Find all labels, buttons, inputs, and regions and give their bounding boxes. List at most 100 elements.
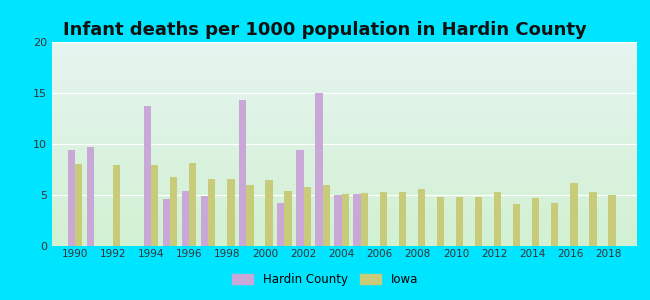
Bar — [52, 156, 637, 158]
Bar — [52, 79, 637, 81]
Bar — [52, 189, 637, 191]
Bar — [163, 199, 170, 246]
Bar — [227, 179, 235, 246]
Bar — [52, 169, 637, 170]
Bar — [296, 150, 304, 246]
Bar — [182, 191, 189, 246]
Bar — [52, 244, 637, 246]
Bar — [52, 197, 637, 199]
Bar — [52, 167, 637, 169]
Bar — [52, 107, 637, 109]
Bar — [437, 197, 444, 246]
Bar — [52, 48, 637, 50]
Bar — [52, 122, 637, 124]
Bar — [532, 198, 540, 246]
Bar — [189, 164, 196, 246]
Bar — [513, 204, 521, 246]
Bar — [52, 42, 637, 44]
Bar — [52, 183, 637, 185]
Bar — [52, 205, 637, 207]
Bar — [285, 191, 292, 246]
Bar — [52, 109, 637, 111]
Bar — [52, 148, 637, 150]
Bar — [52, 144, 637, 146]
Bar — [52, 207, 637, 209]
Legend: Hardin County, Iowa: Hardin County, Iowa — [227, 269, 422, 291]
Bar — [52, 68, 637, 70]
Bar — [52, 158, 637, 160]
Bar — [52, 162, 637, 164]
Bar — [52, 160, 637, 162]
Bar — [52, 75, 637, 77]
Bar — [52, 199, 637, 201]
Bar — [52, 52, 637, 54]
Bar — [52, 126, 637, 128]
Bar — [52, 50, 637, 52]
Bar — [144, 106, 151, 246]
Bar — [52, 136, 637, 138]
Bar — [52, 73, 637, 75]
Bar — [52, 101, 637, 103]
Bar — [52, 134, 637, 136]
Bar — [52, 179, 637, 181]
Bar — [52, 111, 637, 113]
Bar — [52, 85, 637, 87]
Bar — [239, 100, 246, 246]
Bar — [201, 196, 208, 246]
Bar — [52, 116, 637, 118]
Bar — [52, 181, 637, 183]
Bar — [52, 81, 637, 83]
Bar — [265, 180, 272, 246]
Bar — [52, 150, 637, 152]
Bar — [52, 230, 637, 232]
Bar — [52, 224, 637, 226]
Bar — [52, 124, 637, 126]
Bar — [52, 211, 637, 213]
Bar — [52, 130, 637, 132]
Bar — [52, 221, 637, 224]
Bar — [456, 197, 463, 246]
Bar — [380, 192, 387, 246]
Bar — [354, 194, 361, 246]
Bar — [52, 203, 637, 205]
Bar — [52, 220, 637, 221]
Bar — [52, 195, 637, 197]
Bar — [86, 147, 94, 246]
Bar — [418, 189, 425, 246]
Bar — [52, 56, 637, 58]
Bar — [52, 93, 637, 95]
Bar — [52, 236, 637, 238]
Bar — [52, 240, 637, 242]
Bar — [52, 215, 637, 217]
Bar — [52, 187, 637, 189]
Bar — [52, 97, 637, 99]
Bar — [52, 119, 637, 122]
Bar — [68, 150, 75, 246]
Bar — [52, 170, 637, 172]
Bar — [570, 183, 578, 246]
Bar — [52, 226, 637, 228]
Bar — [322, 185, 330, 246]
Bar — [304, 187, 311, 246]
Bar — [52, 191, 637, 193]
Bar — [52, 118, 637, 119]
Bar — [52, 201, 637, 203]
Bar — [52, 91, 637, 93]
Bar — [334, 195, 342, 246]
Bar — [52, 140, 637, 142]
Bar — [52, 46, 637, 48]
Bar — [151, 165, 159, 246]
Bar — [52, 138, 637, 140]
Bar — [52, 242, 637, 244]
Bar — [608, 195, 616, 246]
Bar — [52, 113, 637, 116]
Bar — [52, 77, 637, 79]
Text: Infant deaths per 1000 population in Hardin County: Infant deaths per 1000 population in Har… — [63, 21, 587, 39]
Bar — [475, 197, 482, 246]
Bar — [52, 218, 637, 220]
Bar — [246, 185, 254, 246]
Bar — [52, 232, 637, 234]
Bar — [113, 165, 120, 246]
Bar — [278, 203, 285, 246]
Bar — [75, 164, 82, 246]
